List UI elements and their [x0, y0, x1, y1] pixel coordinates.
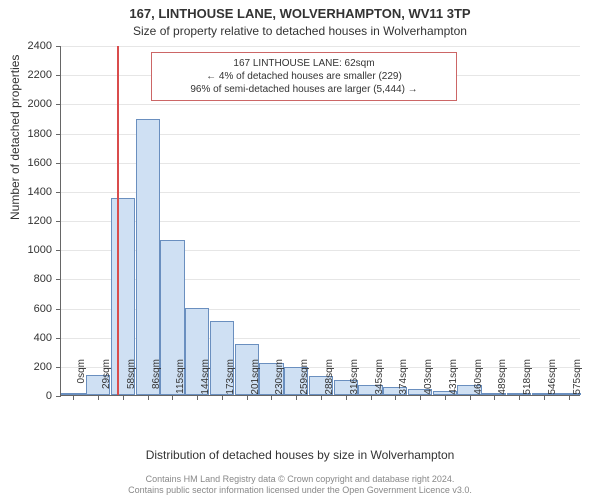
x-tick-mark: [569, 395, 570, 400]
y-tick-mark: [56, 221, 61, 222]
x-tick-mark: [123, 395, 124, 400]
x-tick-mark: [395, 395, 396, 400]
x-tick-label: 431sqm: [448, 359, 459, 404]
y-tick-mark: [56, 163, 61, 164]
footer-line-2: Contains public sector information licen…: [0, 485, 600, 496]
x-tick-mark: [222, 395, 223, 400]
x-tick-mark: [148, 395, 149, 400]
x-tick-label: 29sqm: [101, 359, 112, 404]
x-tick-label: 86sqm: [151, 359, 162, 404]
x-axis-label: Distribution of detached houses by size …: [0, 448, 600, 462]
x-tick-label: 173sqm: [225, 359, 236, 404]
x-tick-mark: [420, 395, 421, 400]
y-tick-mark: [56, 250, 61, 251]
annotation-box: 167 LINTHOUSE LANE: 62sqm← 4% of detache…: [151, 52, 457, 101]
x-tick-label: 58sqm: [126, 359, 137, 404]
x-tick-mark: [172, 395, 173, 400]
y-tick-label: 1600: [12, 157, 52, 169]
y-tick-label: 1000: [12, 244, 52, 256]
chart-title: 167, LINTHOUSE LANE, WOLVERHAMPTON, WV11…: [0, 6, 600, 21]
y-tick-mark: [56, 46, 61, 47]
x-tick-label: 460sqm: [473, 359, 484, 404]
y-tick-mark: [56, 367, 61, 368]
y-tick-mark: [56, 279, 61, 280]
y-tick-mark: [56, 192, 61, 193]
x-tick-mark: [271, 395, 272, 400]
grid-line: [61, 46, 580, 47]
x-tick-mark: [98, 395, 99, 400]
annotation-line: ← 4% of detached houses are smaller (229…: [160, 70, 448, 83]
y-tick-mark: [56, 396, 61, 397]
x-tick-label: 374sqm: [398, 359, 409, 404]
y-tick-label: 2200: [12, 69, 52, 81]
x-tick-mark: [321, 395, 322, 400]
x-tick-mark: [544, 395, 545, 400]
y-tick-label: 2400: [12, 40, 52, 52]
x-tick-mark: [197, 395, 198, 400]
x-tick-label: 144sqm: [200, 359, 211, 404]
x-tick-label: 403sqm: [423, 359, 434, 404]
y-tick-label: 2000: [12, 98, 52, 110]
y-tick-label: 400: [12, 332, 52, 344]
y-tick-label: 800: [12, 273, 52, 285]
y-tick-mark: [56, 134, 61, 135]
x-tick-label: 546sqm: [547, 359, 558, 404]
plot-area: 167 LINTHOUSE LANE: 62sqm← 4% of detache…: [60, 46, 580, 396]
y-tick-label: 1400: [12, 186, 52, 198]
y-tick-label: 200: [12, 361, 52, 373]
x-tick-mark: [445, 395, 446, 400]
footer-line-1: Contains HM Land Registry data © Crown c…: [0, 474, 600, 485]
grid-line: [61, 104, 580, 105]
annotation-line: 96% of semi-detached houses are larger (…: [160, 83, 448, 96]
y-tick-mark: [56, 75, 61, 76]
x-tick-label: 345sqm: [374, 359, 385, 404]
x-tick-mark: [371, 395, 372, 400]
x-tick-label: 489sqm: [497, 359, 508, 404]
x-tick-mark: [247, 395, 248, 400]
y-tick-mark: [56, 338, 61, 339]
y-tick-label: 1200: [12, 215, 52, 227]
y-tick-label: 1800: [12, 128, 52, 140]
x-tick-mark: [519, 395, 520, 400]
x-tick-label: 518sqm: [522, 359, 533, 404]
y-tick-label: 0: [12, 390, 52, 402]
y-tick-label: 600: [12, 303, 52, 315]
x-tick-label: 259sqm: [299, 359, 310, 404]
y-tick-mark: [56, 104, 61, 105]
x-tick-label: 0sqm: [76, 359, 87, 404]
histogram-bar: [136, 119, 160, 395]
x-tick-mark: [494, 395, 495, 400]
footer: Contains HM Land Registry data © Crown c…: [0, 474, 600, 496]
x-tick-label: 201sqm: [250, 359, 261, 404]
x-tick-mark: [73, 395, 74, 400]
x-tick-label: 230sqm: [274, 359, 285, 404]
annotation-line: 167 LINTHOUSE LANE: 62sqm: [160, 57, 448, 70]
chart-subtitle: Size of property relative to detached ho…: [0, 24, 600, 38]
marker-line: [117, 46, 119, 395]
x-tick-label: 115sqm: [175, 359, 186, 404]
x-tick-label: 316sqm: [349, 359, 360, 404]
x-tick-label: 575sqm: [572, 359, 583, 404]
y-tick-mark: [56, 309, 61, 310]
x-tick-mark: [296, 395, 297, 400]
chart-container: 167, LINTHOUSE LANE, WOLVERHAMPTON, WV11…: [0, 0, 600, 500]
x-tick-mark: [346, 395, 347, 400]
x-tick-mark: [470, 395, 471, 400]
x-tick-label: 288sqm: [324, 359, 335, 404]
